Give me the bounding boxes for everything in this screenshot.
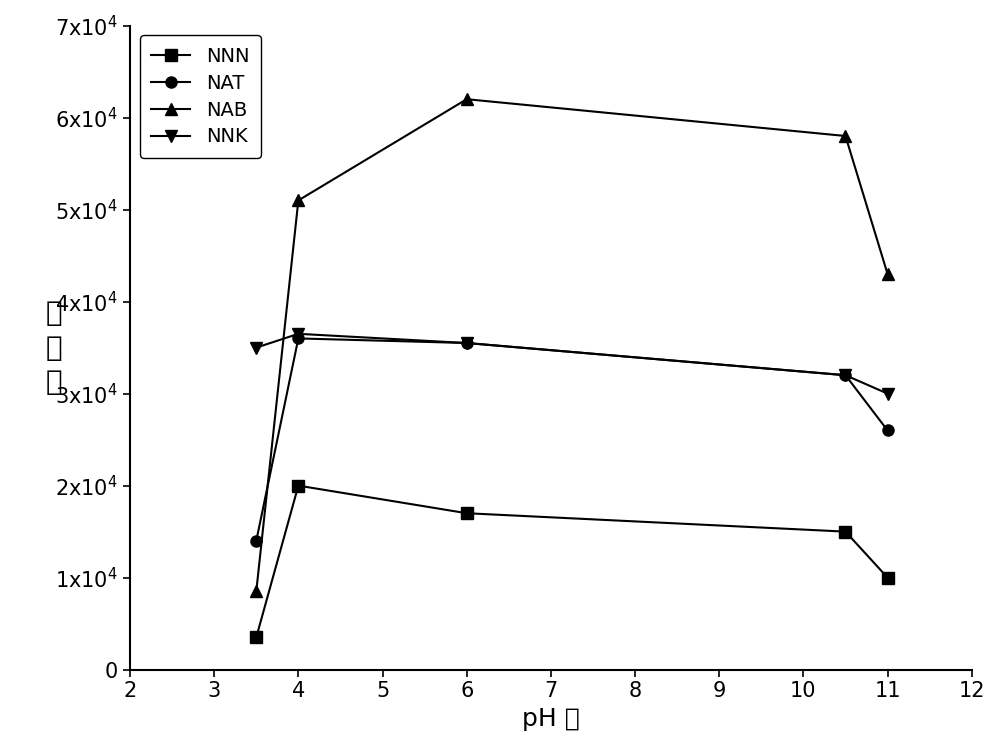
NNK (250, 343, 262, 352)
NAB (250, 587, 262, 596)
NNN (461, 509, 473, 518)
NNN (250, 633, 262, 642)
NAT (292, 334, 304, 343)
Line: NAT: NAT (251, 333, 893, 546)
NNK (292, 329, 304, 338)
Line: NNK: NNK (251, 328, 893, 399)
NNK (839, 371, 851, 380)
NAT (461, 339, 473, 348)
NNN (292, 481, 304, 490)
NAT (882, 426, 894, 435)
NAT (250, 536, 262, 545)
NAT (839, 371, 851, 380)
Line: NNN: NNN (251, 480, 893, 643)
NNN (839, 527, 851, 536)
NAB (839, 131, 851, 140)
NAB (461, 95, 473, 104)
X-axis label: pH 値: pH 値 (522, 707, 580, 731)
Text: 峰
面
积: 峰 面 积 (46, 299, 63, 396)
Legend: NNN, NAT, NAB, NNK: NNN, NAT, NAB, NNK (140, 35, 261, 158)
NNK (882, 389, 894, 398)
NNK (461, 339, 473, 348)
NNN (882, 573, 894, 582)
Line: NAB: NAB (251, 94, 893, 597)
NAB (292, 196, 304, 205)
NAB (882, 269, 894, 278)
